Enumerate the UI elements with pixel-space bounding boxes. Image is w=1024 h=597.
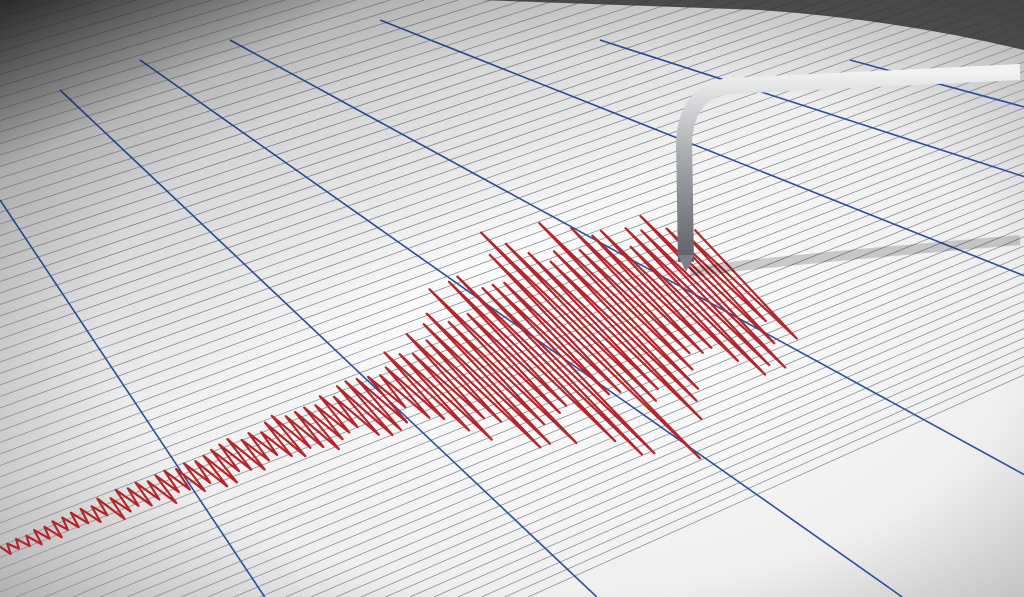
needle-tip bbox=[678, 255, 694, 272]
seismic-trace bbox=[0, 214, 798, 556]
recorder-housing bbox=[480, 0, 1024, 50]
needle-arm bbox=[675, 64, 1021, 263]
needle-shadow bbox=[689, 235, 1021, 277]
